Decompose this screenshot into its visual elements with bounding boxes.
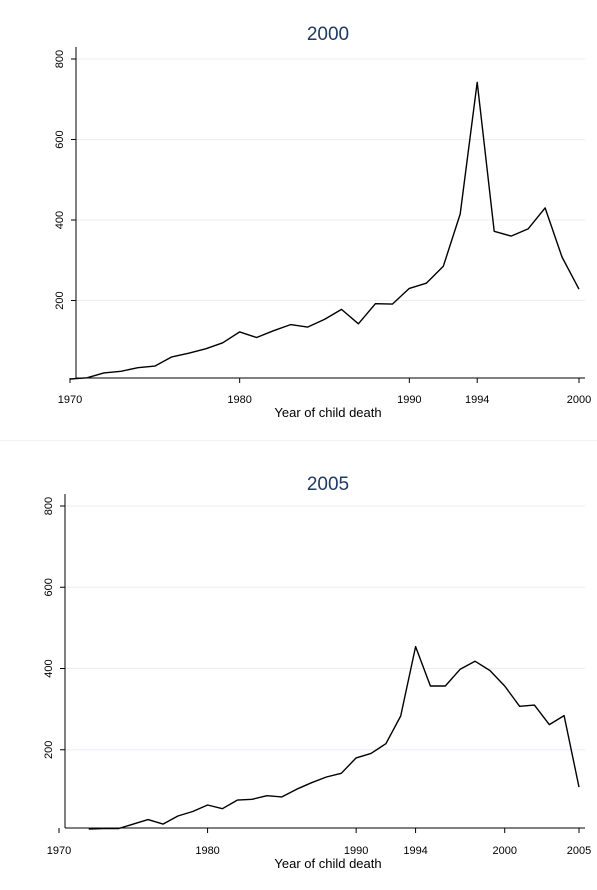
x-tick-label-2005: 2005	[567, 845, 591, 857]
x-tick-label-1994: 1994	[403, 845, 427, 857]
y-tick-label-200: 200	[43, 741, 55, 759]
y-tick-label-200: 200	[54, 291, 66, 309]
chart-panel-2000: 200 400 600 800 1970 1980 1990 1994 2000 2000 Year…	[0, 0, 597, 440]
x-axis-label: Year of child death	[274, 856, 381, 871]
y-tick-label-600: 600	[54, 130, 66, 148]
x-tick-label-1994: 1994	[465, 394, 489, 406]
y-tick-label-400: 400	[54, 211, 66, 229]
x-tick-label-2000: 2000	[492, 845, 516, 857]
x-tick-label-1980: 1980	[195, 845, 219, 857]
chart-title: 2005	[307, 474, 349, 495]
x-tick-label-1970: 1970	[47, 845, 71, 857]
x-tick-label-1990: 1990	[397, 394, 421, 406]
x-axis-label: Year of child death	[274, 405, 381, 420]
panel-divider	[0, 440, 597, 441]
chart-title: 2000	[307, 24, 349, 45]
y-tick-label-400: 400	[43, 659, 55, 677]
series-line	[89, 647, 579, 829]
series-line	[70, 82, 579, 379]
y-tick-label-600: 600	[43, 578, 55, 596]
x-tick-label-1970: 1970	[58, 394, 82, 406]
y-tick-label-800: 800	[43, 497, 55, 515]
chart-2000: 200 400 600 800 1970 1980 1990 1994 2000 2000 Year…	[0, 0, 597, 440]
x-tick-label-1980: 1980	[227, 394, 251, 406]
x-tick-label-2000: 2000	[567, 394, 591, 406]
y-tick-label-800: 800	[54, 50, 66, 68]
